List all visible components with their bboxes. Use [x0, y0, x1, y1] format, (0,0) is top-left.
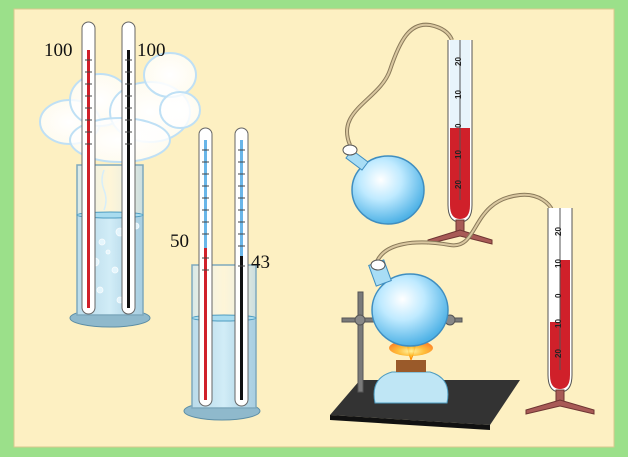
scale-bottom-4: 10 — [554, 319, 563, 328]
thermometer-boiling-right — [121, 21, 136, 315]
thermometer-warm-right — [234, 127, 249, 407]
thermometer-boiling-left — [81, 21, 96, 315]
warm-right-temperature-label: 43 — [251, 252, 270, 273]
scale-top-1: 20 — [454, 57, 463, 66]
flask-top — [342, 144, 425, 225]
flask-bottom — [368, 259, 449, 347]
scale-top-3: 0 — [454, 123, 463, 128]
warm-beaker — [183, 264, 261, 421]
scale-bottom-3: 0 — [554, 293, 563, 298]
scale-bottom-5: 20 — [554, 349, 563, 358]
scale-bottom-2: 10 — [554, 259, 563, 268]
boiling-right-temperature-label: 100 — [137, 40, 166, 61]
scale-bottom-1: 20 — [554, 227, 563, 236]
warm-left-temperature-label: 50 — [170, 231, 189, 252]
scale-top-4: 10 — [454, 150, 463, 159]
scale-top-2: 10 — [454, 90, 463, 99]
manometer-top: 20 10 0 10 20 — [427, 40, 493, 245]
thermometer-warm-left — [198, 127, 213, 407]
manometer-top-scale: 20 10 0 10 20 — [454, 57, 463, 189]
scale-top-5: 20 — [454, 180, 463, 189]
boiling-left-temperature-label: 100 — [44, 40, 73, 61]
stand-bottom — [525, 389, 595, 415]
manometer-bottom: 20 10 0 10 20 — [525, 208, 595, 415]
manometer-bottom-scale: 20 10 0 10 20 — [554, 227, 563, 358]
